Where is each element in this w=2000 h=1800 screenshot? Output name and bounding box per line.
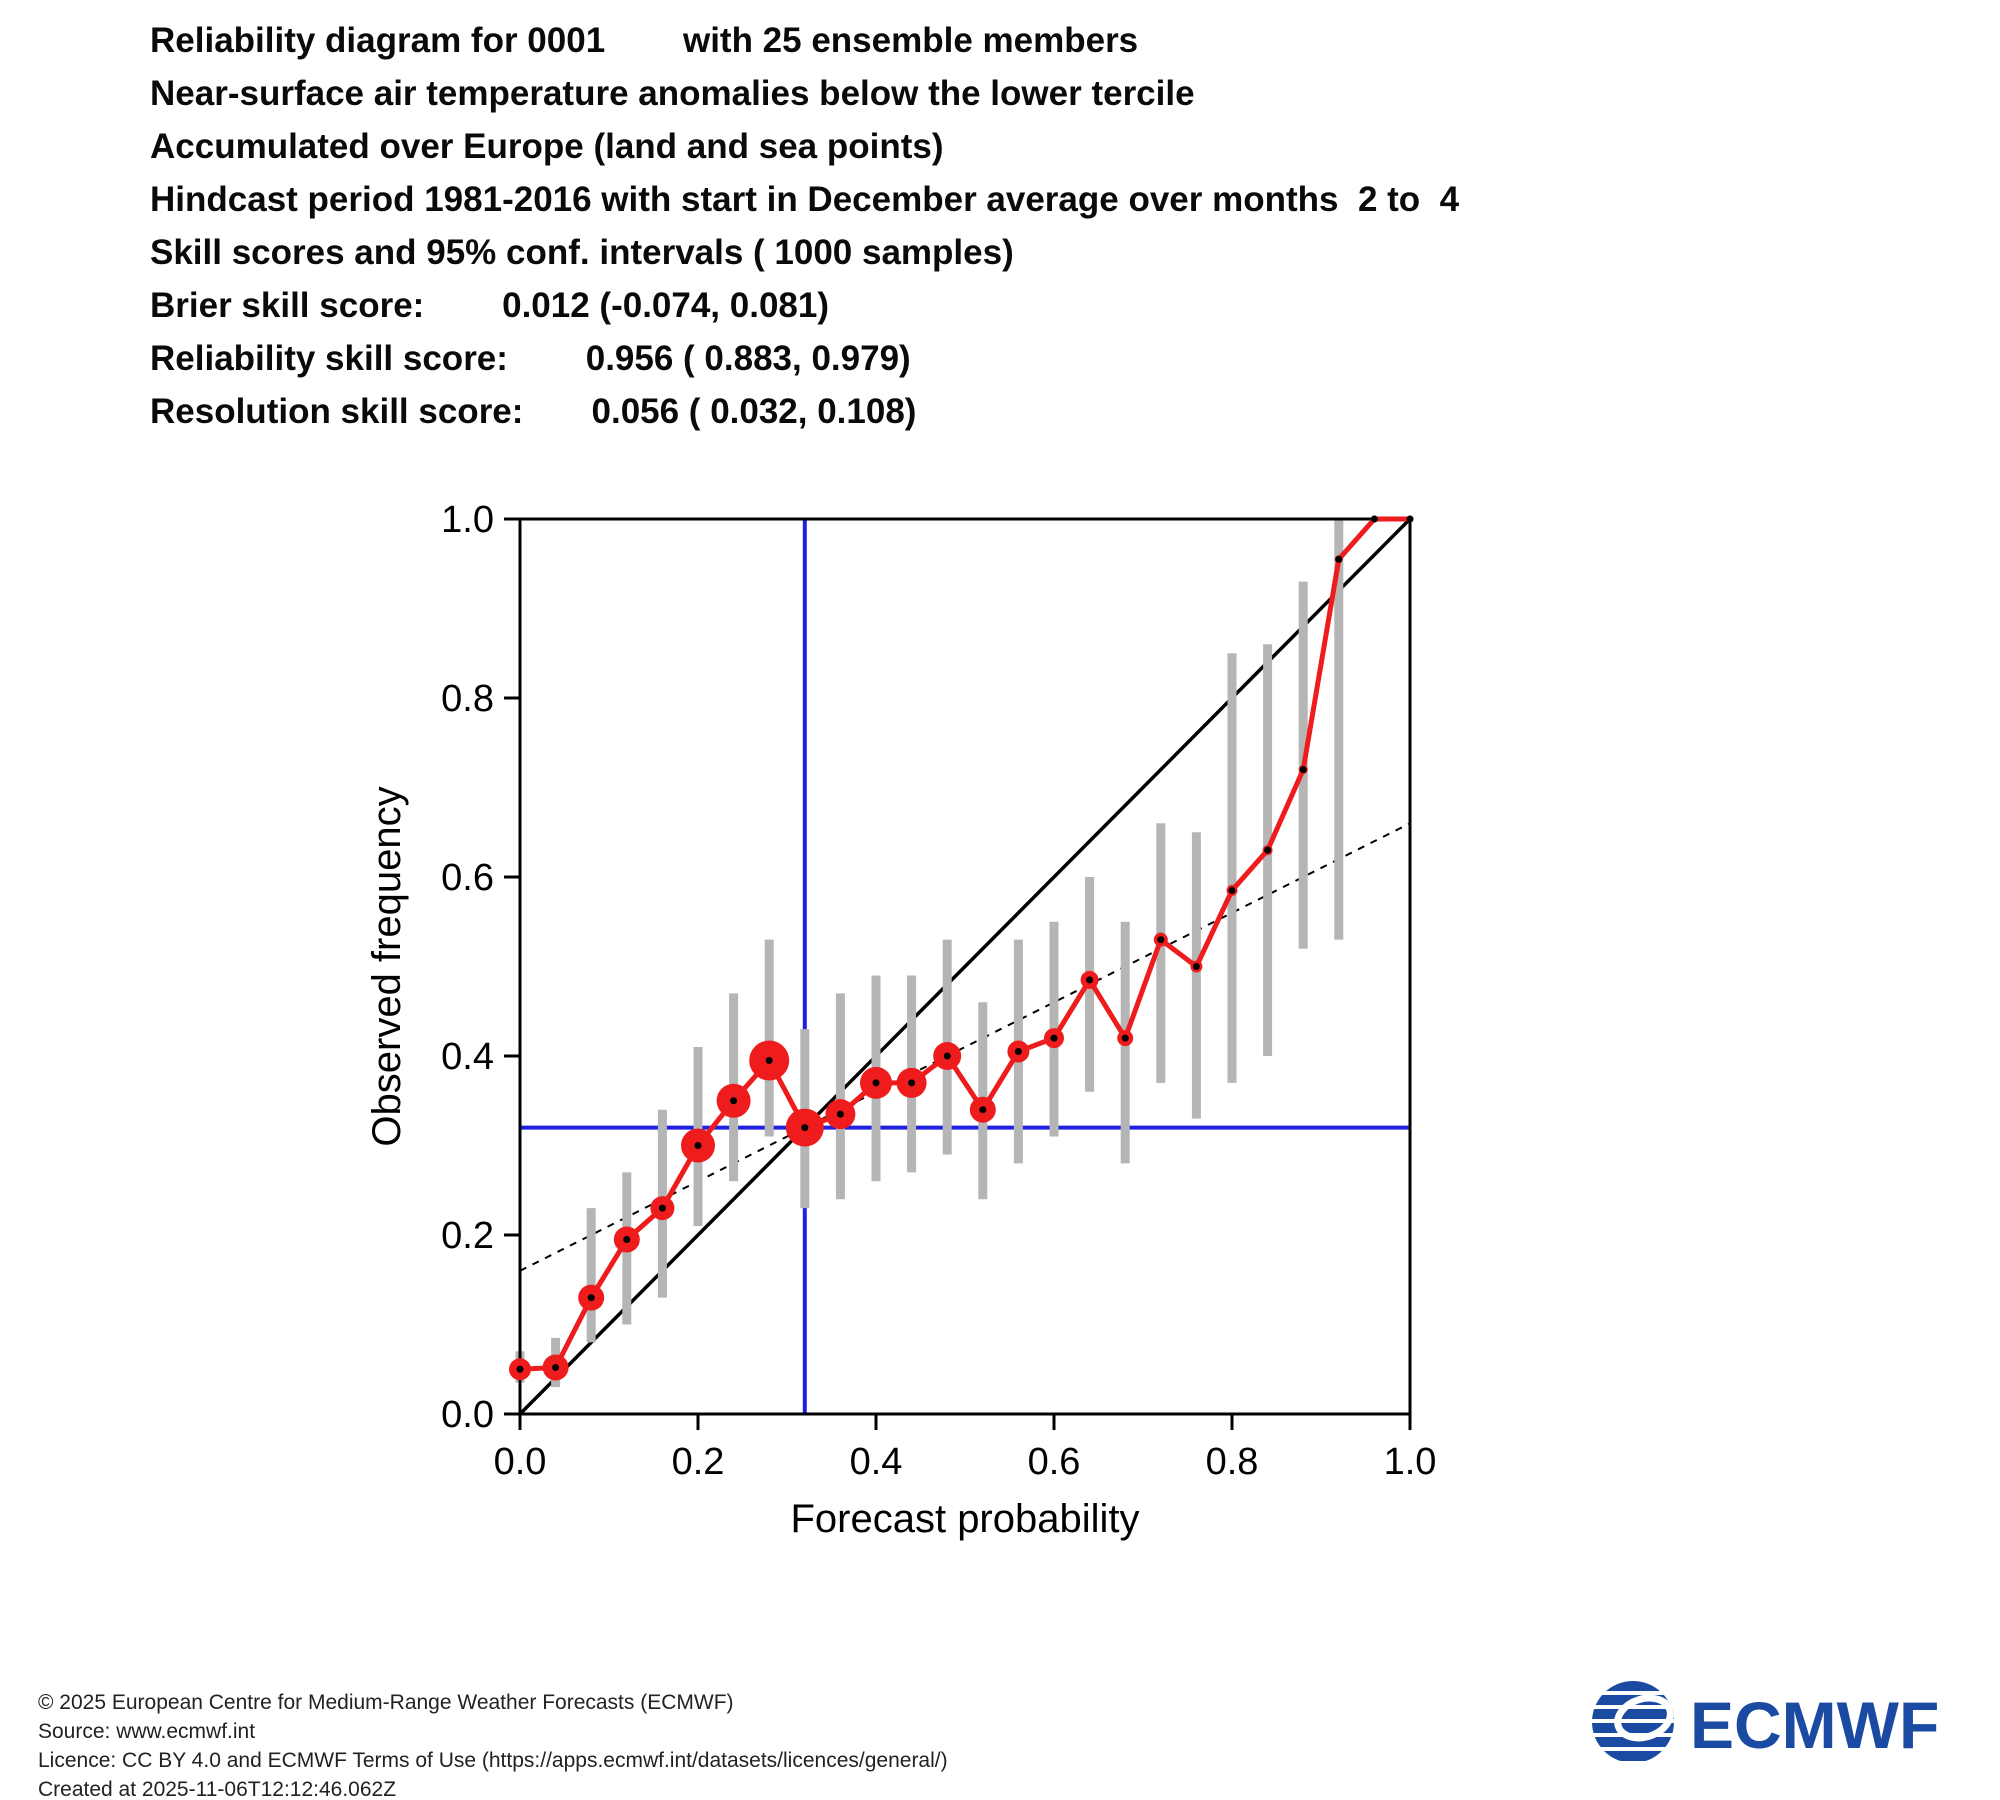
- y-tick-label: 0.2: [441, 1215, 494, 1257]
- reliability-point-center: [1014, 1048, 1022, 1056]
- reliability-diagram: 0.0 0.2 0.4 0.6 0.8 1.0 0.0 0.2 0.4 0.6 0.8 1.0 Fore…: [350, 462, 1600, 1592]
- reliability-point-center: [694, 1142, 702, 1149]
- ecmwf-logo-svg: ECMWF: [1592, 1681, 1939, 1763]
- x-tick-label: 0.4: [850, 1441, 903, 1483]
- reliability-point-center: [587, 1294, 595, 1302]
- title-line-3: Accumulated over Europe (land and sea po…: [150, 127, 944, 166]
- source-line: Source: www.ecmwf.int: [38, 1720, 256, 1743]
- no-skill-line: [519, 822, 1411, 1272]
- resolution-skill-score: Resolution skill score: 0.056 ( 0.032, 0…: [150, 392, 917, 431]
- copyright-footer: © 2025 European Centre for Medium-Range …: [38, 1688, 948, 1800]
- reliability-point-center: [1406, 515, 1414, 523]
- x-tick-label: 0.0: [494, 1441, 547, 1483]
- reliability-point-center: [1299, 766, 1307, 774]
- reliability-point-center: [943, 1052, 951, 1060]
- x-tick-label: 1.0: [1384, 1441, 1437, 1483]
- reliability-point-center: [658, 1204, 666, 1212]
- x-tick-label: 0.6: [1028, 1441, 1081, 1483]
- y-tick-label: 0.6: [441, 857, 494, 899]
- reliability-point-center: [1086, 976, 1094, 984]
- reliability-point-center: [801, 1124, 809, 1132]
- reliability-point-center: [836, 1110, 844, 1118]
- reliability-skill-score: Reliability skill score: 0.956 ( 0.883, …: [150, 339, 911, 378]
- reliability-point-center: [1370, 515, 1378, 523]
- reliability-point-center: [1121, 1034, 1129, 1042]
- x-tick-label: 0.2: [672, 1441, 725, 1483]
- reliability-point-center: [765, 1056, 773, 1064]
- x-tick-label: 0.8: [1206, 1441, 1259, 1483]
- diagonal-line: [518, 517, 1412, 1416]
- y-axis-label: Observed frequency: [365, 786, 409, 1146]
- copyright-line: © 2025 European Centre for Medium-Range …: [38, 1691, 734, 1714]
- created-at-line: Created at 2025-11-06T12:12:46.062Z: [38, 1778, 397, 1800]
- y-tick-label: 0.0: [441, 1394, 494, 1436]
- ecmwf-logo: ECMWF: [1588, 1676, 1988, 1768]
- reliability-point-center: [1157, 936, 1165, 944]
- title-line-2: Near-surface air temperature anomalies b…: [150, 74, 1195, 113]
- reliability-point-center: [516, 1365, 524, 1373]
- ecmwf-logo-text: ECMWF: [1690, 1688, 1939, 1762]
- reliability-point-center: [908, 1079, 916, 1087]
- ecmwf-logo-icon: [1592, 1681, 1674, 1763]
- y-tick-label: 0.8: [441, 678, 494, 720]
- reliability-point-center: [552, 1363, 560, 1371]
- reliability-point-center: [1228, 886, 1236, 894]
- reliability-point-center: [872, 1079, 880, 1087]
- reliability-point-center: [1264, 846, 1272, 854]
- title-line-1: Reliability diagram for 0001 with 25 ens…: [150, 21, 1139, 60]
- reliability-point-center: [1050, 1034, 1058, 1042]
- chart-header: Reliability diagram for 0001 with 25 ens…: [150, 14, 1459, 438]
- reliability-point-center: [730, 1097, 738, 1105]
- reliability-chart-svg: 0.0 0.2 0.4 0.6 0.8 1.0 0.0 0.2 0.4 0.6 0.8 1.0 Fore…: [365, 499, 1437, 1541]
- reliability-point-center: [1192, 963, 1200, 970]
- reliability-point-center: [979, 1106, 987, 1114]
- title-line-4: Hindcast period 1981-2016 with start in …: [150, 180, 1460, 219]
- reliability-point-center: [1335, 555, 1343, 563]
- reliability-point-center: [623, 1235, 631, 1243]
- y-tick-label: 0.4: [441, 1036, 494, 1078]
- y-tick-label: 1.0: [441, 499, 494, 541]
- plot-frame: [518, 517, 1412, 1416]
- licence-line: Licence: CC BY 4.0 and ECMWF Terms of Us…: [38, 1749, 948, 1772]
- reliability-curve: [519, 516, 1410, 1372]
- x-axis-label: Forecast probability: [790, 1497, 1139, 1541]
- title-line-5: Skill scores and 95% conf. intervals ( 1…: [150, 233, 1014, 272]
- brier-skill-score: Brier skill score: 0.012 (-0.074, 0.081): [150, 286, 829, 325]
